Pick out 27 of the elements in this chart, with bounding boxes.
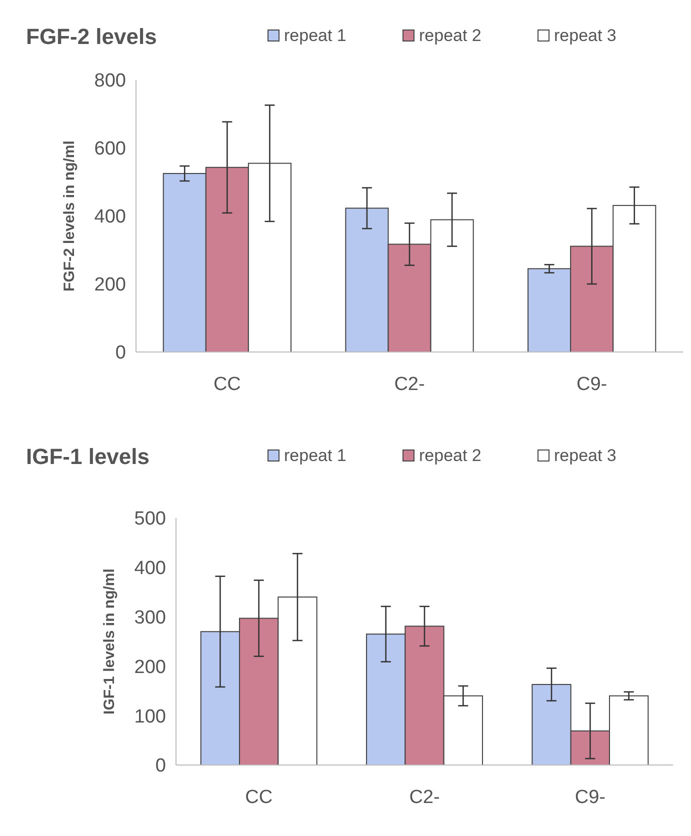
y-tick-label: 0 (115, 342, 126, 364)
y-tick-label: 800 (94, 70, 126, 92)
y-tick-label: 100 (134, 706, 166, 728)
y-axis-title: IGF-1 levels in ng/ml (101, 568, 118, 714)
y-tick-label: 200 (134, 656, 166, 678)
y-tick-label: 600 (94, 138, 126, 160)
x-tick-label: CC (213, 374, 241, 395)
x-tick-label: CC (245, 787, 273, 808)
legend-label: repeat 3 (554, 446, 616, 465)
legend-label: repeat 1 (284, 26, 346, 45)
y-tick-label: 400 (94, 206, 126, 228)
y-tick-label: 400 (134, 558, 166, 580)
legend-label: repeat 2 (419, 446, 482, 465)
y-axis-title: FGF-2 levels in ng/ml (61, 140, 78, 292)
x-tick-label: C9- (574, 787, 606, 808)
x-tick-label: C2- (409, 787, 440, 808)
legend-label: repeat 1 (284, 446, 346, 465)
y-tick-label: 0 (155, 756, 166, 777)
chart-title: IGF-1 levels (26, 444, 150, 469)
y-tick-label: 200 (94, 274, 126, 296)
y-tick-label: 500 (134, 508, 166, 530)
chart-title: FGF-2 levels (26, 24, 157, 49)
y-tick-label: 300 (134, 607, 166, 628)
x-tick-label: C2- (394, 374, 425, 395)
legend-label: repeat 3 (554, 26, 616, 45)
x-tick-label: C9- (576, 374, 608, 395)
legend-label: repeat 2 (419, 26, 482, 45)
